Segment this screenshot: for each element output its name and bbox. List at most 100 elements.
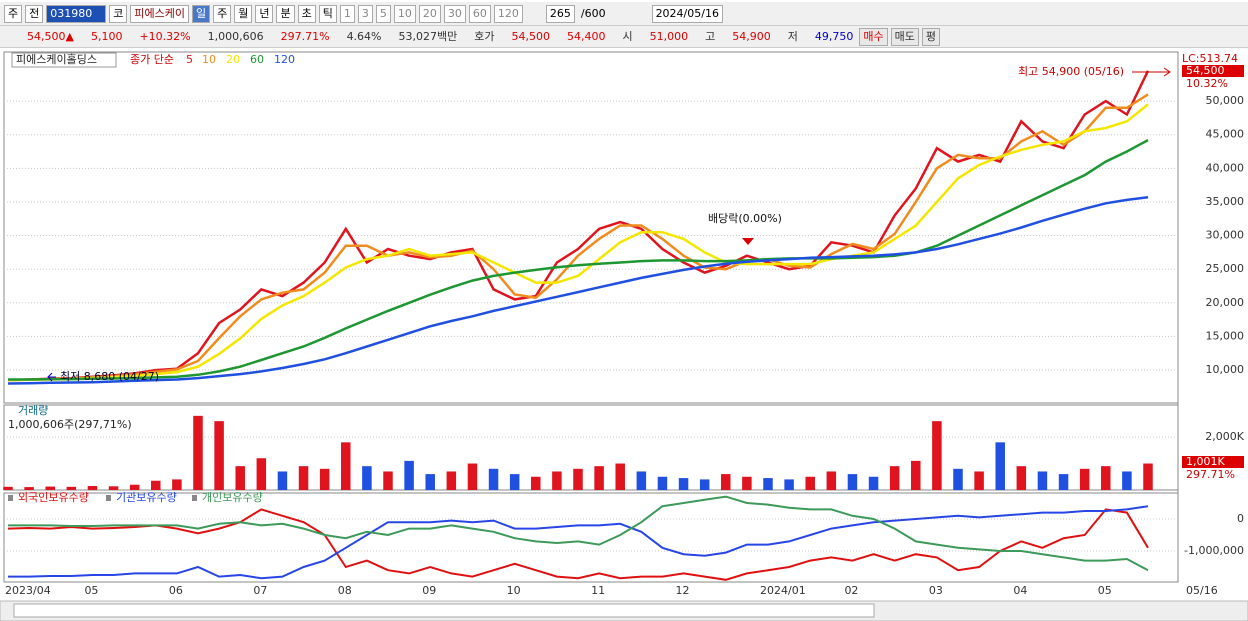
panel-subtitle: 1,000,606주(297,71%) [8, 418, 132, 431]
date-input[interactable]: 2024/05/16 [651, 4, 723, 23]
annotation-arrow [47, 372, 56, 382]
unit-button[interactable]: 20 [418, 4, 441, 23]
volume-bar [235, 466, 245, 490]
volume-bar [362, 466, 372, 490]
trade-button[interactable]: 평 [921, 27, 940, 46]
y-tick-label: 2,000K [1205, 430, 1244, 443]
count-input[interactable]: 265 [545, 4, 575, 23]
y-tick-label: 25,000 [1206, 262, 1245, 275]
toolbar: 주 전 031980 코 피에스케이 일 주 월 년 분 초 틱 1 3 5 10 20 30 60 120 265/6… [0, 2, 1248, 26]
annotation: 배당락(0.00%) [708, 212, 782, 225]
volume-bar [1122, 471, 1132, 490]
legend-entry: 120 [274, 53, 295, 66]
legend-entry: 5 [186, 53, 193, 66]
legend-entry: 10 [202, 53, 216, 66]
x-tick-label: 2023/04 [5, 584, 51, 597]
panel-title: 거래량 [18, 404, 48, 417]
period-button[interactable]: 틱 [318, 4, 337, 23]
quote-row: 54,500▲ 5,100 +10.32% 1,000,606 297.71% 4.64%… [0, 26, 1248, 48]
volume-bar [1037, 471, 1048, 490]
x-tick-label: 11 [591, 584, 605, 597]
annotation-arrow [1132, 67, 1171, 77]
legend-entry: 60 [250, 53, 264, 66]
volume-bar [467, 463, 478, 490]
price-box [1182, 65, 1244, 77]
series-line [8, 495, 1149, 572]
x-tick-label: 2024/01 [760, 584, 806, 597]
volume-bar [425, 474, 435, 490]
y-tick-label: 30,000 [1206, 229, 1245, 242]
quote-value: 297.71% [280, 29, 330, 43]
unit-button[interactable]: 1 [339, 4, 355, 23]
x-tick-label: 02 [844, 584, 858, 597]
volume-bar [531, 476, 541, 490]
volume-bar [45, 486, 55, 490]
x-tick-label: 05/16 [1186, 584, 1218, 597]
legend-entry: 외국인보유수량 [18, 491, 89, 504]
x-tick-label: 06 [169, 584, 183, 597]
count-total: /600 [580, 6, 606, 20]
x-tick-label: 04 [1013, 584, 1027, 597]
volume-bar [784, 479, 794, 490]
volume-bar [1016, 466, 1027, 490]
market-button[interactable]: 코 [109, 4, 128, 23]
x-tick-label: 10 [507, 584, 521, 597]
quote-value: 51,000 [649, 29, 689, 43]
legend-entry: 기관보유수량 [116, 491, 177, 504]
quote-value: 54,500 [511, 29, 551, 43]
volume-bar [256, 458, 267, 490]
legend-entry: 개인보유수량 [202, 491, 263, 504]
volume-bar [742, 476, 752, 490]
quote-value: 시 [622, 29, 633, 43]
quote-value: 1,000,606 [207, 29, 264, 43]
axis-label: LC:513.74 [1182, 52, 1238, 65]
unit-button[interactable]: 10 [393, 4, 416, 23]
trade-button[interactable]: 매수 [859, 27, 888, 46]
toolbar-button[interactable]: 주 [4, 4, 23, 23]
trade-button[interactable]: 매도 [890, 27, 919, 46]
volume-bar [319, 468, 330, 490]
period-button[interactable]: 주 [213, 4, 232, 23]
period-button[interactable]: 분 [276, 4, 295, 23]
series-line [8, 505, 1149, 580]
quote-value: 54,400 [567, 29, 606, 43]
volume-bar [404, 460, 414, 490]
unit-button[interactable]: 5 [375, 4, 391, 23]
x-tick-label: 12 [676, 584, 690, 597]
unit-button[interactable]: 3 [357, 4, 373, 23]
period-button[interactable]: 초 [297, 4, 316, 23]
quote-value: 저 [787, 29, 798, 43]
volume-bar [573, 468, 583, 490]
volume-bar [636, 471, 647, 490]
y-tick-label: 20,000 [1206, 296, 1245, 309]
series-line [7, 70, 1150, 382]
period-button[interactable]: 년 [255, 4, 274, 23]
legend-prefix: 종가 단순 [130, 53, 174, 66]
x-tick-label: 07 [253, 584, 267, 597]
volume-bar [172, 479, 182, 490]
x-tick-label: 08 [338, 584, 352, 597]
volume-bar [509, 474, 520, 490]
axis-label: 1,001K [1186, 455, 1225, 468]
unit-button[interactable]: 30 [443, 4, 466, 23]
y-tick-label: 0 [1237, 512, 1244, 525]
unit-button[interactable]: 60 [468, 4, 491, 23]
y-tick-label: 50,000 [1206, 94, 1245, 107]
unit-button[interactable]: 120 [493, 4, 523, 23]
series-line [7, 508, 1149, 581]
scroll-thumb[interactable] [13, 603, 875, 618]
volume-bar [552, 471, 562, 490]
quote-value: 53,027백만 [398, 29, 458, 43]
x-tick-label: 05 [1098, 584, 1112, 597]
stock-code[interactable]: 031980 [46, 4, 107, 23]
volume-bar [678, 478, 689, 490]
series-line [7, 195, 1149, 385]
toolbar-button[interactable]: 전 [25, 4, 44, 23]
stock-name[interactable]: 피에스케이 [130, 4, 189, 23]
axis-label: 54,500 [1186, 64, 1225, 77]
period-button[interactable]: 일 [191, 4, 211, 23]
period-button[interactable]: 월 [234, 4, 253, 23]
volume-bar [657, 476, 668, 490]
volume-bar [298, 466, 309, 490]
volume-bar [805, 476, 815, 490]
